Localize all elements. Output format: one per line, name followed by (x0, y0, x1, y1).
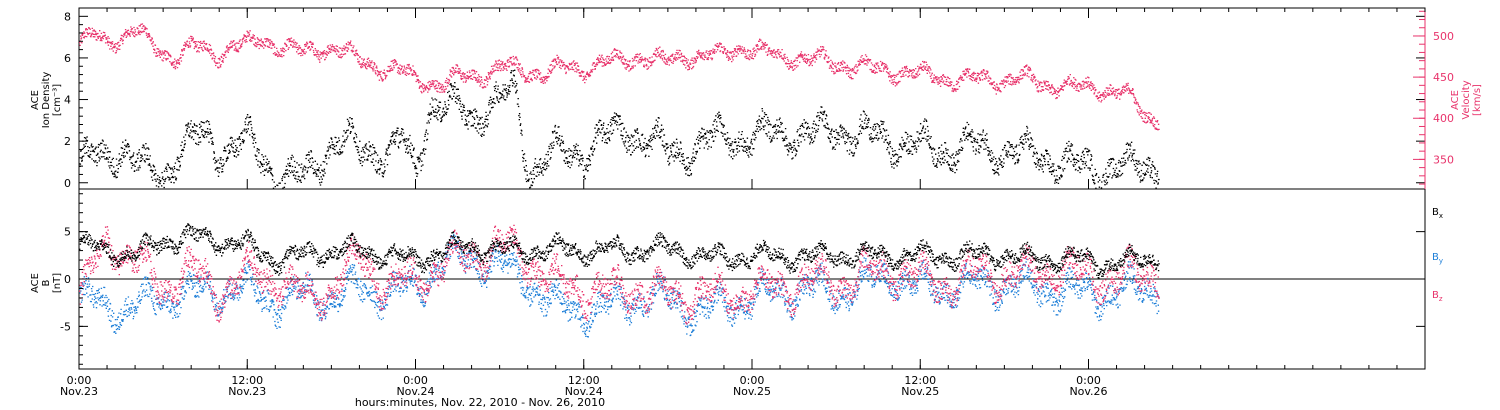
density-tick-label: 4 (64, 94, 71, 107)
legend-by-subscript: y (1439, 257, 1443, 265)
b-tick-label: 0 (64, 273, 71, 286)
b-axis-title: ACE B [nT] (30, 273, 63, 293)
x-tick-time: 12:00 (904, 374, 936, 387)
velocity-axis-title-line: ACE (1450, 90, 1461, 110)
x-tick-time: 0:00 (1076, 374, 1101, 387)
axes (78, 8, 1426, 369)
x-tick-time: 0:00 (67, 374, 92, 387)
x-tick-date: Nov.25 (733, 385, 771, 398)
velocity-axis-title-line: Velocity (1461, 80, 1472, 119)
legend-bz: Bz (1432, 290, 1443, 303)
density-tick-label: 2 (64, 135, 71, 148)
labels: 02468350400450500-5050:00Nov.2312:00Nov.… (30, 10, 1483, 409)
density-axis-title: ACE Ion Density [cm⁻³] (30, 72, 63, 129)
x-tick-time: 0:00 (740, 374, 765, 387)
velocity-axis-title-line: [km/s] (1472, 84, 1483, 116)
velocity-tick-label: 500 (1433, 30, 1454, 43)
b-tick-label: -5 (60, 320, 71, 333)
legend-bx-name: B (1432, 207, 1439, 218)
x-axis-title: hours:minutes, Nov. 22, 2010 - Nov. 26, … (355, 396, 605, 409)
x-tick-date: Nov.25 (901, 385, 939, 398)
bottom-panel-points (79, 223, 1160, 338)
legend-bz-name: B (1432, 290, 1439, 301)
bz-series (79, 224, 1160, 325)
bx-series (79, 223, 1160, 279)
density-tick-label: 6 (64, 52, 71, 65)
x-tick-date: Nov.24 (565, 385, 603, 398)
velocity-tick-label: 400 (1433, 112, 1454, 125)
velocity-series (79, 23, 1160, 131)
b-axis-title-line: B (41, 279, 52, 286)
density-tick-label: 0 (64, 177, 71, 190)
x-tick-time: 12:00 (568, 374, 600, 387)
x-tick-date: Nov.24 (396, 385, 434, 398)
x-tick-date: Nov.23 (228, 385, 266, 398)
velocity-tick-label: 450 (1433, 71, 1454, 84)
legend-bx-subscript: x (1439, 212, 1443, 220)
legend-bx: Bx (1432, 207, 1443, 220)
legend-bz-subscript: z (1439, 295, 1443, 303)
x-tick-time: 0:00 (403, 374, 428, 387)
density-axis-title-line: Ion Density (41, 72, 52, 129)
b-axis-title-line: ACE (30, 273, 41, 293)
x-tick-date: Nov.26 (1069, 385, 1107, 398)
b-tick-label: 5 (64, 226, 71, 239)
velocity-tick-label: 350 (1433, 153, 1454, 166)
top-panel-points (79, 23, 1160, 189)
density-series (79, 69, 1160, 189)
x-tick-date: Nov.23 (60, 385, 98, 398)
b-axis-title-line: [nT] (52, 273, 63, 293)
velocity-axis-title: ACE Velocity [km/s] (1450, 80, 1483, 119)
density-tick-label: 8 (64, 10, 71, 23)
legend-by-name: B (1432, 252, 1439, 263)
density-axis-title-line: ACE (30, 90, 41, 110)
x-tick-time: 12:00 (231, 374, 263, 387)
density-axis-title-line: [cm⁻³] (52, 84, 63, 116)
legend-by: By (1432, 252, 1443, 265)
